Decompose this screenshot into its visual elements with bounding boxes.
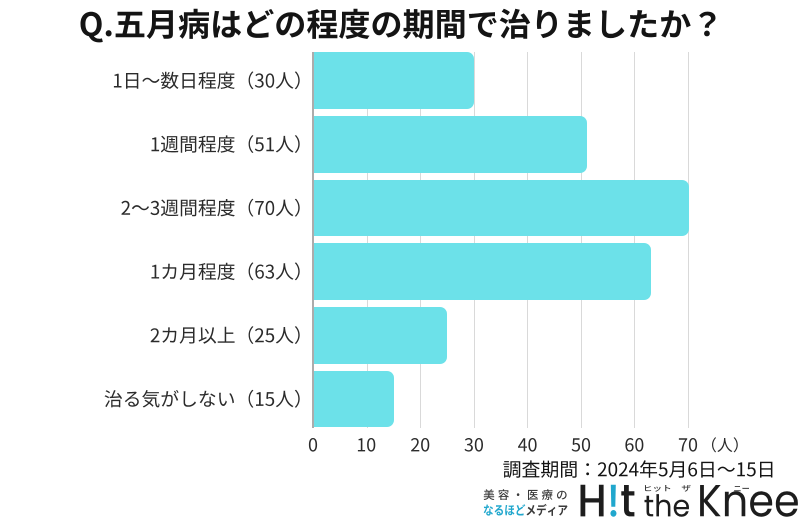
gridline-70 [688, 52, 689, 428]
bar-4 [313, 307, 448, 364]
gridline-30 [473, 52, 475, 428]
gridline-50 [580, 52, 582, 428]
bar-2 [313, 179, 689, 237]
y-axis-line [311, 52, 314, 428]
bar-1 [313, 116, 587, 173]
bar-0 [313, 52, 475, 109]
gridline-60 [634, 52, 636, 428]
gridline-40 [527, 52, 529, 428]
bar-5 [313, 370, 394, 428]
gridline-20 [420, 52, 422, 428]
bar-3 [313, 243, 651, 301]
gridline-10 [366, 52, 368, 428]
